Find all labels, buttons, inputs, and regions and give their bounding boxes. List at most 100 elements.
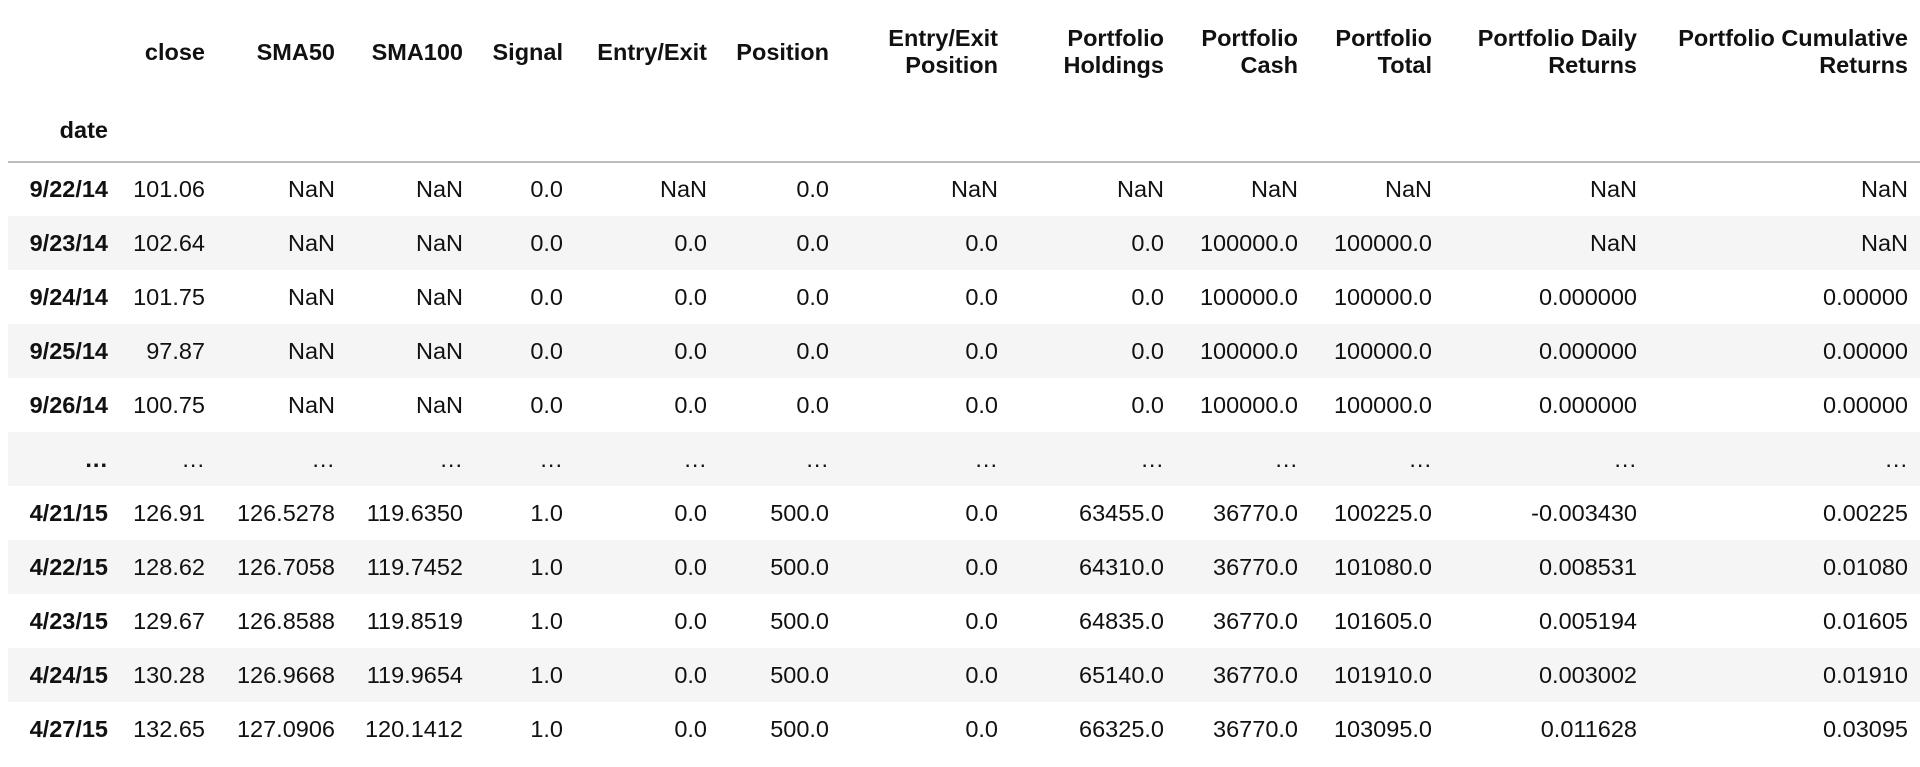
table-cell: 0.0: [674, 229, 707, 256]
table-cell: 0.011628: [1540, 715, 1637, 742]
row-index-date: 4/27/15: [29, 715, 108, 742]
column-header-row: close SMA50 SMA100 Signal Entry/Exit Pos…: [8, 0, 1920, 104]
table-cell: 65140.0: [1079, 661, 1164, 688]
table-cell: 0.0: [965, 607, 998, 634]
table-cell: 0.0: [796, 337, 829, 364]
table-cell: ...: [1614, 445, 1637, 472]
table-cell: 36770.0: [1213, 715, 1298, 742]
table-cell: NaN: [950, 176, 998, 202]
table-cell: 0.03095: [1823, 715, 1908, 742]
row-index-date: 4/24/15: [29, 661, 108, 688]
table-cell: 500.0: [770, 715, 829, 742]
table-row: 4/24/15 130.28 126.9668 119.9654 1.0 0.0 500.0…: [8, 648, 1920, 702]
table-cell: 64310.0: [1079, 553, 1164, 580]
table-cell: 66325.0: [1079, 715, 1164, 742]
table-cell: 0.0: [965, 229, 998, 256]
table-cell: 100000.0: [1333, 283, 1432, 310]
column-header-entry-exit: Entry/Exit: [597, 38, 707, 65]
table-cell: 101910.0: [1333, 661, 1432, 688]
table-cell: 1.0: [530, 715, 563, 742]
table-cell: NaN: [1589, 176, 1637, 202]
table-body: 9/22/14 101.06 NaN NaN 0.0 NaN 0.0 NaN NaN NaN NaN…: [8, 162, 1920, 756]
table-cell: ...: [182, 445, 205, 472]
row-index-date: 9/25/14: [29, 337, 108, 364]
row-index-date: 9/22/14: [29, 176, 108, 202]
table-cell: 0.00000: [1823, 283, 1908, 310]
row-index-date: 4/21/15: [29, 499, 108, 526]
table-cell: 0.0: [674, 283, 707, 310]
table-row: 4/21/15 126.91 126.5278 119.6350 1.0 0.0 500.0…: [8, 486, 1920, 540]
table-cell: 126.7058: [236, 553, 335, 580]
column-header-signal: Signal: [492, 38, 563, 65]
table-cell: 0.0: [530, 176, 563, 202]
table-cell: 64835.0: [1079, 607, 1164, 634]
table-cell: 100000.0: [1199, 283, 1298, 310]
table-cell: 119.8519: [366, 607, 463, 634]
table-cell: 0.0: [530, 229, 563, 256]
table-cell: 130.28: [133, 661, 205, 688]
table-cell: NaN: [287, 229, 335, 256]
table-cell: NaN: [287, 391, 335, 418]
table-cell: NaN: [1116, 176, 1164, 202]
table-cell: 0.0: [965, 715, 998, 742]
table-cell: 0.0: [674, 337, 707, 364]
column-header-close: close: [144, 38, 205, 65]
table-cell: 0.000000: [1538, 391, 1637, 418]
row-index-date: 4/22/15: [29, 553, 108, 580]
table-cell: -0.003430: [1531, 499, 1637, 526]
table-cell: NaN: [1860, 176, 1908, 202]
table-row: 9/25/14 97.87 NaN NaN 0.0 0.0 0.0 0.0 0.0 100000.…: [8, 324, 1920, 378]
table-cell: 0.0: [674, 607, 707, 634]
table-cell: 97.87: [146, 337, 205, 364]
column-header-portfolio-daily-returns: Portfolio Daily Returns: [1477, 25, 1637, 78]
table-cell: ...: [1275, 445, 1298, 472]
table-cell: 1.0: [530, 499, 563, 526]
column-header-portfolio-total: Portfolio Total: [1335, 25, 1432, 78]
table-row: 9/26/14 100.75 NaN NaN 0.0 0.0 0.0 0.0 0.0 100000…: [8, 378, 1920, 432]
table-cell: 100225.0: [1333, 499, 1432, 526]
table-row: .......................................: [8, 432, 1920, 486]
table-cell: NaN: [659, 176, 707, 202]
table-cell: NaN: [415, 229, 463, 256]
table-row: 4/23/15 129.67 126.8588 119.8519 1.0 0.0 500.0…: [8, 594, 1920, 648]
table-cell: 0.01080: [1823, 553, 1908, 580]
table-cell: 119.7452: [366, 553, 463, 580]
column-header-portfolio-holdings: Portfolio Holdings: [1063, 25, 1164, 78]
table-cell: 0.00000: [1823, 337, 1908, 364]
table-cell: ...: [975, 445, 998, 472]
table-cell: 0.008531: [1538, 553, 1637, 580]
table-cell: 0.00000: [1823, 391, 1908, 418]
index-name-header: date: [59, 117, 108, 143]
table-cell: 0.0: [796, 176, 829, 202]
table-cell: NaN: [1589, 229, 1637, 256]
table-cell: 120.1412: [364, 715, 463, 742]
table-cell: ...: [806, 445, 829, 472]
column-header-position: Position: [736, 38, 829, 65]
table-cell: NaN: [287, 283, 335, 310]
table-cell: 0.0: [674, 715, 707, 742]
table-cell: 0.0: [796, 229, 829, 256]
table-cell: 0.0: [1131, 337, 1164, 364]
table-cell: NaN: [415, 391, 463, 418]
table-cell: 0.0: [674, 391, 707, 418]
row-index-date: 9/26/14: [29, 391, 108, 418]
table-cell: 0.01910: [1823, 661, 1908, 688]
column-header-sma100: SMA100: [371, 38, 463, 65]
table-row: 9/22/14 101.06 NaN NaN 0.0 NaN 0.0 NaN NaN NaN NaN…: [8, 162, 1920, 216]
table-cell: 0.000000: [1538, 337, 1637, 364]
table-cell: 128.62: [133, 553, 205, 580]
index-header-blank: [8, 0, 120, 104]
table-cell: 0.0: [530, 283, 563, 310]
table-cell: 101605.0: [1333, 607, 1432, 634]
table-cell: 0.01605: [1823, 607, 1908, 634]
table-cell: ...: [1141, 445, 1164, 472]
table-cell: 36770.0: [1213, 553, 1298, 580]
row-index-date: 9/24/14: [29, 283, 108, 310]
table-cell: 0.0: [965, 661, 998, 688]
table-cell: 100000.0: [1333, 391, 1432, 418]
table-cell: 0.0: [1131, 283, 1164, 310]
table-cell: 101.06: [133, 176, 205, 202]
table-cell: 101.75: [133, 283, 205, 310]
table-cell: 0.0: [674, 553, 707, 580]
table-cell: ...: [440, 445, 463, 472]
